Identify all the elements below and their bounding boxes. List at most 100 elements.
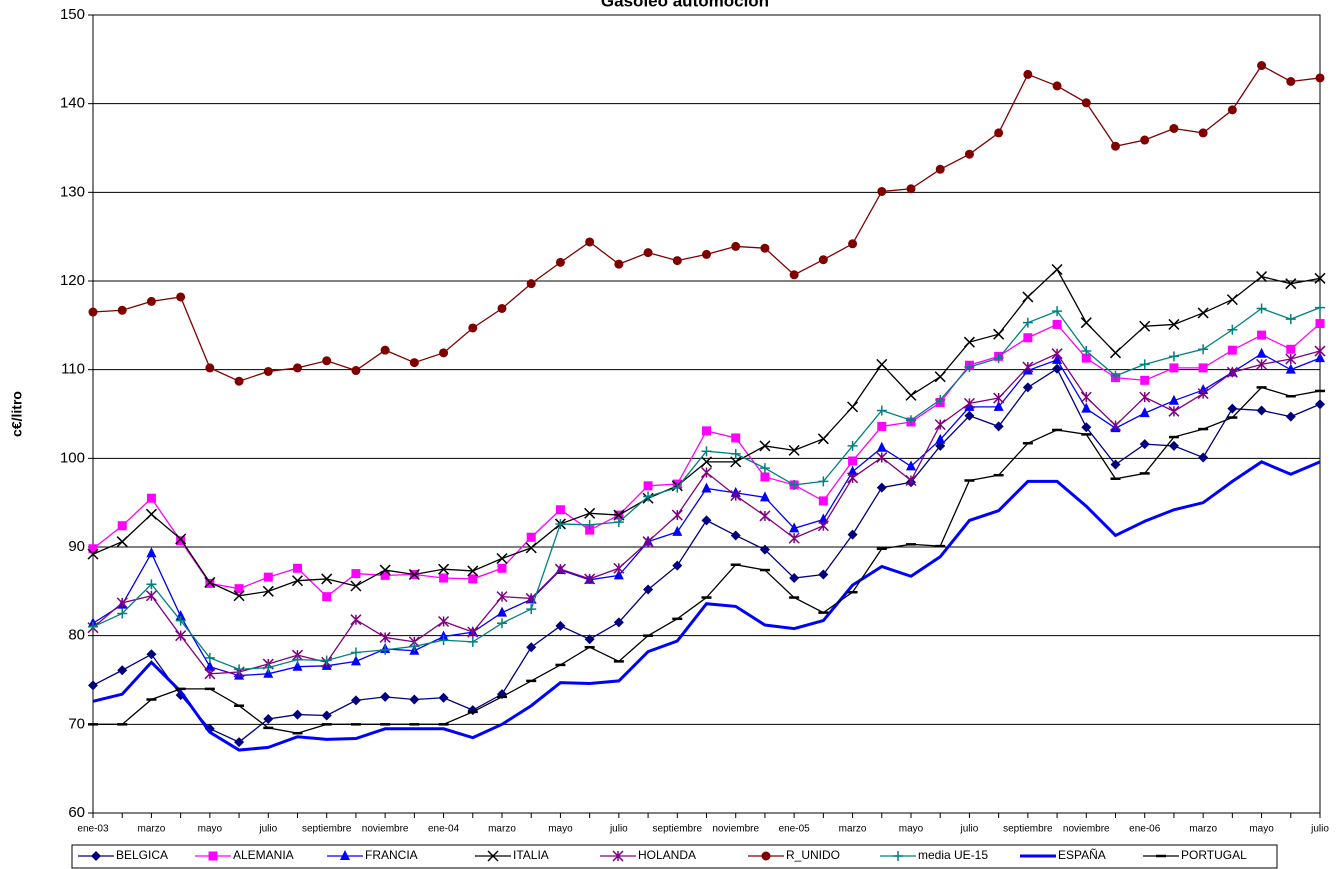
marker (322, 592, 332, 602)
marker (614, 259, 624, 269)
marker (146, 493, 156, 503)
marker (497, 303, 507, 313)
legend-marker (208, 851, 218, 861)
x-tick-label: marzo (1189, 824, 1217, 835)
marker (175, 615, 186, 626)
marker (1139, 359, 1150, 370)
x-tick-label: septiembre (653, 824, 703, 835)
marker (204, 652, 215, 663)
marker (409, 694, 420, 705)
marker (672, 482, 683, 493)
x-tick-label: ene-06 (1129, 824, 1161, 835)
marker (1315, 399, 1325, 410)
marker (1285, 411, 1296, 422)
marker (906, 415, 916, 426)
marker (1052, 306, 1063, 317)
series (88, 319, 1325, 602)
legend-label: R_UNIDO (786, 848, 840, 862)
marker (234, 584, 244, 594)
legend-label: FRANCIA (365, 848, 418, 862)
marker (380, 570, 390, 580)
marker (1257, 330, 1267, 340)
marker (175, 533, 187, 545)
marker (262, 585, 274, 597)
marker (1022, 382, 1033, 393)
marker (351, 366, 361, 376)
marker (204, 668, 216, 680)
marker (759, 491, 770, 502)
marker (497, 606, 507, 617)
marker (876, 358, 888, 370)
marker (935, 164, 945, 174)
marker (1315, 73, 1325, 83)
marker (672, 256, 682, 266)
marker (1227, 324, 1238, 335)
x-tick-label: mayo (548, 824, 573, 835)
marker (409, 358, 419, 368)
series (88, 61, 1325, 386)
legend-label: ESPAÑA (1058, 848, 1106, 862)
marker (672, 525, 683, 536)
marker (350, 695, 361, 706)
marker (292, 660, 303, 671)
marker (145, 590, 157, 602)
legend-label: BELGICA (116, 848, 168, 862)
marker (233, 590, 245, 602)
marker (1022, 291, 1034, 303)
x-tick-label: marzo (839, 824, 867, 835)
y-axis-label: c€/litro (9, 391, 25, 437)
series (88, 302, 1325, 675)
x-tick-label: marzo (488, 824, 516, 835)
marker (848, 239, 858, 249)
marker (555, 620, 566, 631)
marker (379, 631, 391, 643)
x-tick-label: julio (609, 824, 628, 835)
marker (1168, 318, 1180, 330)
marker (117, 665, 128, 676)
marker (438, 563, 450, 575)
marker (643, 481, 653, 491)
marker (1256, 271, 1268, 283)
marker (204, 660, 215, 671)
marker (1285, 314, 1296, 325)
marker (1052, 363, 1063, 374)
marker (963, 397, 975, 409)
marker (1198, 344, 1209, 355)
marker (1198, 363, 1208, 373)
marker (496, 552, 508, 565)
marker (146, 296, 156, 306)
marker (467, 626, 479, 638)
marker (1110, 370, 1121, 381)
marker (584, 573, 596, 585)
series (88, 386, 1325, 735)
marker (964, 410, 975, 421)
marker (176, 536, 186, 546)
series-line (92, 323, 1321, 598)
marker (292, 654, 303, 665)
legend-label: ALEMANIA (233, 848, 294, 862)
marker (701, 515, 712, 526)
series-line (92, 460, 1321, 752)
marker (263, 572, 273, 582)
marker (263, 366, 273, 376)
marker (1081, 353, 1091, 363)
x-tick-label: noviembre (362, 824, 409, 835)
y-tick-label: 70 (68, 715, 85, 732)
marker (1198, 452, 1209, 463)
marker (1023, 333, 1033, 343)
marker (1257, 61, 1267, 71)
marker (788, 532, 800, 544)
marker (1169, 363, 1179, 373)
marker (439, 348, 449, 358)
marker (1256, 358, 1268, 370)
marker (263, 667, 274, 678)
marker (993, 392, 1005, 404)
legend-marker (761, 851, 771, 861)
marker (497, 618, 507, 629)
marker (204, 576, 216, 588)
marker (291, 575, 304, 587)
marker (759, 463, 770, 474)
legend-label: ITALIA (513, 848, 549, 862)
marker (1081, 346, 1092, 357)
